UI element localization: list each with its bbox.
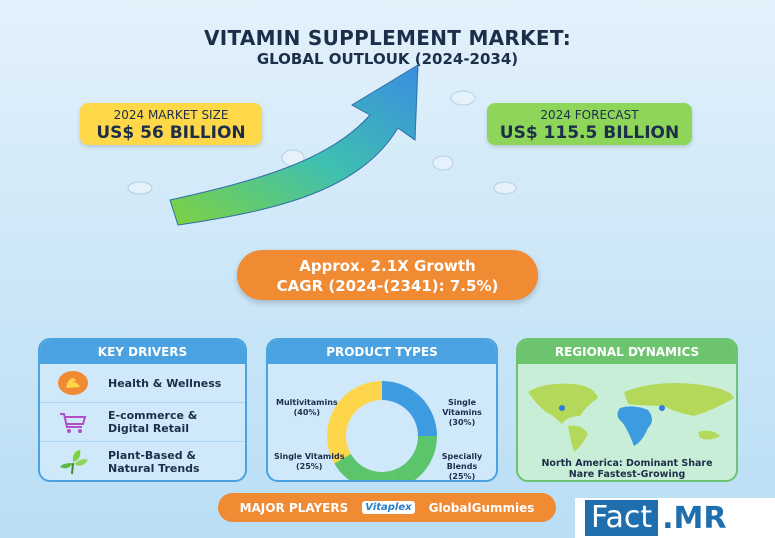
key-drivers-panel: KEY DRIVERS Health & Wellness E-commerce… — [38, 338, 247, 482]
world-map-graphic — [528, 383, 734, 451]
driver-item: E-commerce & Digital Retail — [40, 403, 245, 442]
donut-label-specially-blends: Specially Blends (25%) — [441, 452, 483, 481]
market-size-value: US$ 56 BILLION — [96, 123, 246, 143]
key-drivers-title: KEY DRIVERS — [40, 340, 245, 364]
page-subtitle: GLOBAL OUTLOUK (2024-2034) — [256, 50, 519, 68]
forecast-label: 2024 FORECAST — [540, 108, 639, 122]
arrow-shape — [169, 64, 419, 226]
product-types-panel: PRODUCT TYPES Multivitamins (40%) Single … — [266, 338, 498, 482]
regional-summary: North America: Dominant Share Nare Fastes… — [541, 458, 713, 480]
regional-dynamics-panel: REGIONAL DYNAMICS North America: Dominan… — [516, 338, 738, 482]
growth-line: Approx. 2.1X Growth — [299, 257, 476, 275]
market-size-box: 2024 MARKET SIZE US$ 56 BILLION — [80, 103, 262, 145]
donut-segment-specially-blends — [391, 436, 437, 480]
forecast-value: US$ 115.5 BILLION — [499, 123, 680, 143]
regional-title: REGIONAL DYNAMICS — [518, 340, 736, 364]
tablet-icon — [450, 90, 476, 106]
growth-badge: Approx. 2.1X Growth CAGR (2024-(2341): 7… — [237, 250, 538, 300]
page-title: VITAMIN SUPPLEMENT MARKET: — [203, 26, 572, 50]
market-size-label: 2024 MARKET SIZE — [113, 108, 229, 122]
growth-arrow-graphic — [127, 64, 517, 226]
driver-item: Plant-Based & Natural Trends — [40, 442, 245, 480]
cagr-line: CAGR (2024-(2341): 7.5%) — [276, 277, 499, 295]
flexed-arm-icon — [58, 370, 88, 396]
major-players-bar: MAJOR PLAYERS Vitaplex GlobalGummies — [218, 493, 556, 522]
shopping-cart-icon — [58, 409, 88, 435]
tablet-icon — [432, 155, 454, 171]
donut-label-multivitamins: Multivitamins (40%) — [276, 398, 338, 417]
driver-item: Health & Wellness — [40, 364, 245, 403]
donut-label-single-vitamids: Single Vitamids (25%) — [274, 452, 345, 471]
major-players-label: MAJOR PLAYERS — [239, 500, 349, 515]
forecast-box: 2024 FORECAST US$ 115.5 BILLION — [487, 103, 692, 145]
donut-label-single-vitamins: Single Vitamins (30%) — [442, 398, 482, 427]
driver-label: Plant-Based & Natural Trends — [108, 448, 200, 475]
donut-segment-single-vitamids — [334, 454, 394, 480]
tablet-icon — [127, 181, 153, 195]
driver-label: E-commerce & Digital Retail — [108, 409, 198, 435]
donut-segment-multivitamins — [327, 381, 382, 464]
factmr-logo: Fact .MR — [575, 498, 775, 538]
donut-segment-single-vitamins — [382, 381, 437, 436]
product-types-title: PRODUCT TYPES — [268, 340, 496, 364]
driver-label: Health & Wellness — [108, 376, 222, 390]
globalgummies-name: GlobalGummies — [428, 500, 535, 515]
product-types-donut — [327, 381, 437, 480]
leaf-icon — [58, 449, 88, 475]
tablet-icon — [493, 181, 517, 195]
vitaplex-logo: Vitaplex — [362, 501, 415, 514]
